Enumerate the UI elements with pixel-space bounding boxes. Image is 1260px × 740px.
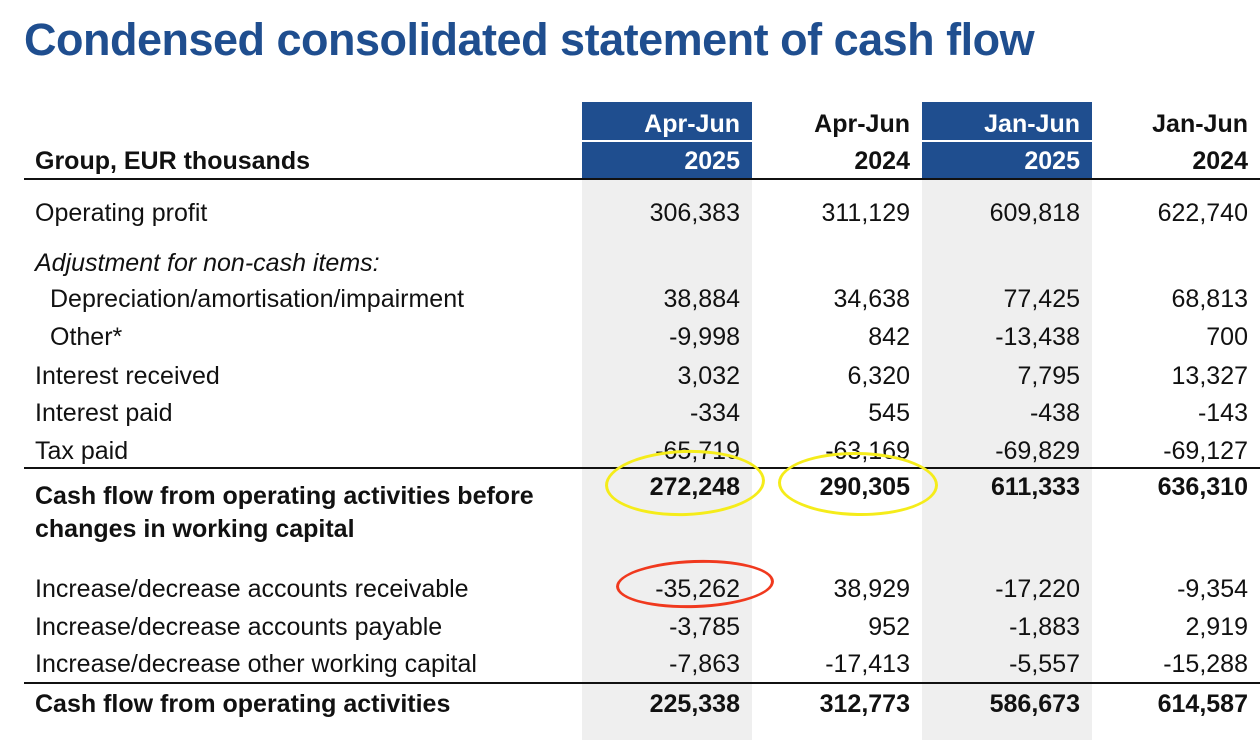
cell-cash-flow-operating-jan-jun-2025: 586,673: [989, 690, 1080, 718]
cell-accounts-receivable-jan-jun-2024: -9,354: [1177, 575, 1248, 603]
cell-tax-paid-apr-jun-2024: -63,169: [825, 437, 910, 465]
column-header-period: Jan-Jun: [984, 110, 1080, 138]
cell-operating-profit-jan-jun-2025: 609,818: [989, 199, 1080, 227]
column-header-year: 2025: [1024, 147, 1080, 175]
row-label-operating-profit: Operating profit: [35, 199, 208, 227]
column-header-year: 2025: [684, 147, 740, 175]
cell-tax-paid-apr-jun-2025: -65,719: [655, 437, 740, 465]
cell-cash-flow-before-wc-jan-jun-2025: 611,333: [991, 473, 1080, 501]
cell-interest-paid-apr-jun-2025: -334: [689, 399, 740, 427]
header-divider: [582, 140, 752, 142]
row-label-interest-paid: Interest paid: [35, 399, 173, 427]
cell-accounts-payable-jan-jun-2025: -1,883: [1009, 613, 1080, 641]
cell-tax-paid-jan-jun-2025: -69,829: [995, 437, 1080, 465]
cell-other-apr-jun-2025: -9,998: [669, 323, 740, 351]
row-label-cash-flow-operating: Cash flow from operating activities: [35, 690, 451, 718]
cell-interest-received-jan-jun-2025: 7,795: [1017, 362, 1080, 390]
cell-interest-paid-jan-jun-2025: -438: [1029, 399, 1080, 427]
row-label-accounts-payable: Increase/decrease accounts payable: [35, 613, 443, 641]
cell-depreciation-apr-jun-2024: 34,638: [833, 285, 910, 313]
row-label-tax-paid: Tax paid: [35, 437, 129, 465]
column-header-jan-jun-2025: Jan-Jun 2025: [922, 102, 1092, 178]
column-header-period: Jan-Jun: [1152, 110, 1248, 138]
column-header-jan-jun-2024: Jan-Jun 2024: [1092, 102, 1260, 178]
header-divider: [922, 140, 1092, 142]
row-label-cash-flow-before-wc: Cash flow from operating activities befo…: [35, 482, 534, 510]
row-label-cash-flow-before-wc-line2: changes in working capital: [35, 515, 355, 543]
cell-accounts-receivable-jan-jun-2025: -17,220: [995, 575, 1080, 603]
page-title: Condensed consolidated statement of cash…: [24, 14, 1035, 65]
group-label: Group, EUR thousands: [35, 147, 310, 175]
cell-cash-flow-operating-apr-jun-2025: 225,338: [649, 690, 740, 718]
cell-depreciation-jan-jun-2025: 77,425: [1003, 285, 1080, 313]
cell-depreciation-apr-jun-2025: 38,884: [663, 285, 740, 313]
cell-interest-received-apr-jun-2024: 6,320: [847, 362, 910, 390]
cell-interest-paid-jan-jun-2024: -143: [1197, 399, 1248, 427]
column-header-period: Apr-Jun: [644, 110, 740, 138]
cell-interest-received-jan-jun-2024: 13,327: [1171, 362, 1248, 390]
subtotal-rule: [24, 467, 1260, 469]
row-label-accounts-receivable: Increase/decrease accounts receivable: [35, 575, 469, 603]
row-label-other: Other*: [50, 323, 123, 351]
cell-tax-paid-jan-jun-2024: -69,127: [1163, 437, 1248, 465]
cell-accounts-receivable-apr-jun-2024: 38,929: [833, 575, 910, 603]
column-header-period: Apr-Jun: [814, 110, 910, 138]
cell-other-apr-jun-2024: 842: [868, 323, 910, 351]
row-label-adjustment-heading: Adjustment for non-cash items:: [35, 249, 380, 277]
column-header-apr-jun-2025: Apr-Jun 2025: [582, 102, 752, 178]
cell-cash-flow-before-wc-apr-jun-2025: 272,248: [649, 473, 740, 501]
cell-interest-paid-apr-jun-2024: 545: [868, 399, 910, 427]
cell-other-working-capital-apr-jun-2024: -17,413: [825, 650, 910, 678]
cell-cash-flow-operating-jan-jun-2024: 614,587: [1157, 690, 1248, 718]
column-shade-jan-jun-2025: [922, 178, 1092, 740]
cell-other-working-capital-jan-jun-2024: -15,288: [1163, 650, 1248, 678]
header-rule: [24, 178, 1260, 180]
column-header-year: 2024: [1192, 147, 1248, 175]
row-label-interest-received: Interest received: [35, 362, 220, 390]
cell-operating-profit-jan-jun-2024: 622,740: [1157, 199, 1248, 227]
cell-other-working-capital-jan-jun-2025: -5,557: [1009, 650, 1080, 678]
cell-cash-flow-before-wc-jan-jun-2024: 636,310: [1157, 473, 1248, 501]
cell-other-jan-jun-2025: -13,438: [995, 323, 1080, 351]
column-header-year: 2024: [854, 147, 910, 175]
cell-accounts-receivable-apr-jun-2025: -35,262: [655, 575, 740, 603]
cell-other-jan-jun-2024: 700: [1206, 323, 1248, 351]
cell-other-working-capital-apr-jun-2025: -7,863: [669, 650, 740, 678]
cell-cash-flow-operating-apr-jun-2024: 312,773: [819, 690, 910, 718]
row-label-other-working-capital: Increase/decrease other working capital: [35, 650, 477, 678]
cell-accounts-payable-jan-jun-2024: 2,919: [1185, 613, 1248, 641]
column-shade-apr-jun-2025: [582, 178, 752, 740]
cell-operating-profit-apr-jun-2024: 311,129: [821, 199, 910, 227]
cell-accounts-payable-apr-jun-2025: -3,785: [669, 613, 740, 641]
column-header-apr-jun-2024: Apr-Jun 2024: [752, 102, 922, 178]
cell-operating-profit-apr-jun-2025: 306,383: [649, 199, 740, 227]
total-rule: [24, 682, 1260, 684]
row-label-depreciation: Depreciation/amortisation/impairment: [50, 285, 465, 313]
cell-interest-received-apr-jun-2025: 3,032: [677, 362, 740, 390]
cell-cash-flow-before-wc-apr-jun-2024: 290,305: [819, 473, 910, 501]
cell-accounts-payable-apr-jun-2024: 952: [868, 613, 910, 641]
cell-depreciation-jan-jun-2024: 68,813: [1171, 285, 1248, 313]
